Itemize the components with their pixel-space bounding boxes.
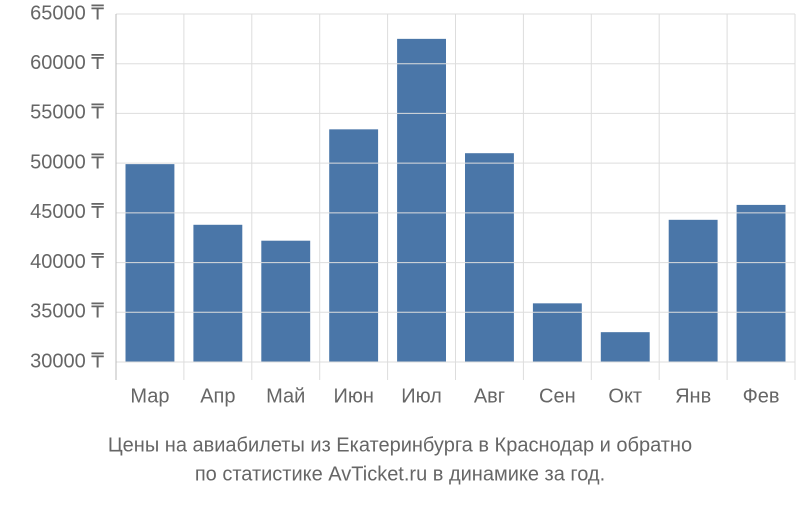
y-tick-label: 50000 ₸ bbox=[30, 151, 104, 173]
y-tick-label: 65000 ₸ bbox=[30, 2, 104, 24]
x-tick-label: Мар bbox=[130, 385, 169, 407]
y-tick-label: 35000 ₸ bbox=[30, 301, 104, 323]
caption: по статистике AvTicket.ru в динамике за … bbox=[195, 463, 605, 485]
y-tick-label: 45000 ₸ bbox=[30, 201, 104, 223]
x-tick-label: Июн bbox=[333, 385, 373, 407]
bar bbox=[600, 332, 650, 362]
x-tick-label: Апр bbox=[200, 385, 235, 407]
y-tick-label: 60000 ₸ bbox=[30, 52, 104, 74]
x-tick-label: Окт bbox=[608, 385, 642, 407]
x-tick-label: Июл bbox=[401, 385, 442, 407]
bar bbox=[532, 303, 582, 362]
bar bbox=[193, 224, 243, 362]
x-tick-label: Сен bbox=[539, 385, 576, 407]
y-tick-label: 55000 ₸ bbox=[30, 102, 104, 124]
x-tick-label: Авг bbox=[474, 385, 505, 407]
bar bbox=[668, 219, 718, 362]
caption: Цены на авиабилеты из Екатеринбурга в Кр… bbox=[108, 434, 692, 456]
x-tick-label: Май bbox=[266, 385, 305, 407]
x-tick-label: Янв bbox=[675, 385, 711, 407]
bar bbox=[261, 240, 311, 362]
bar bbox=[465, 153, 514, 362]
y-tick-label: 30000 ₸ bbox=[30, 350, 104, 372]
bar bbox=[329, 129, 379, 362]
bar bbox=[736, 204, 786, 362]
y-tick-label: 40000 ₸ bbox=[30, 251, 104, 273]
x-tick-label: Фев bbox=[743, 385, 780, 407]
bar bbox=[397, 38, 446, 362]
